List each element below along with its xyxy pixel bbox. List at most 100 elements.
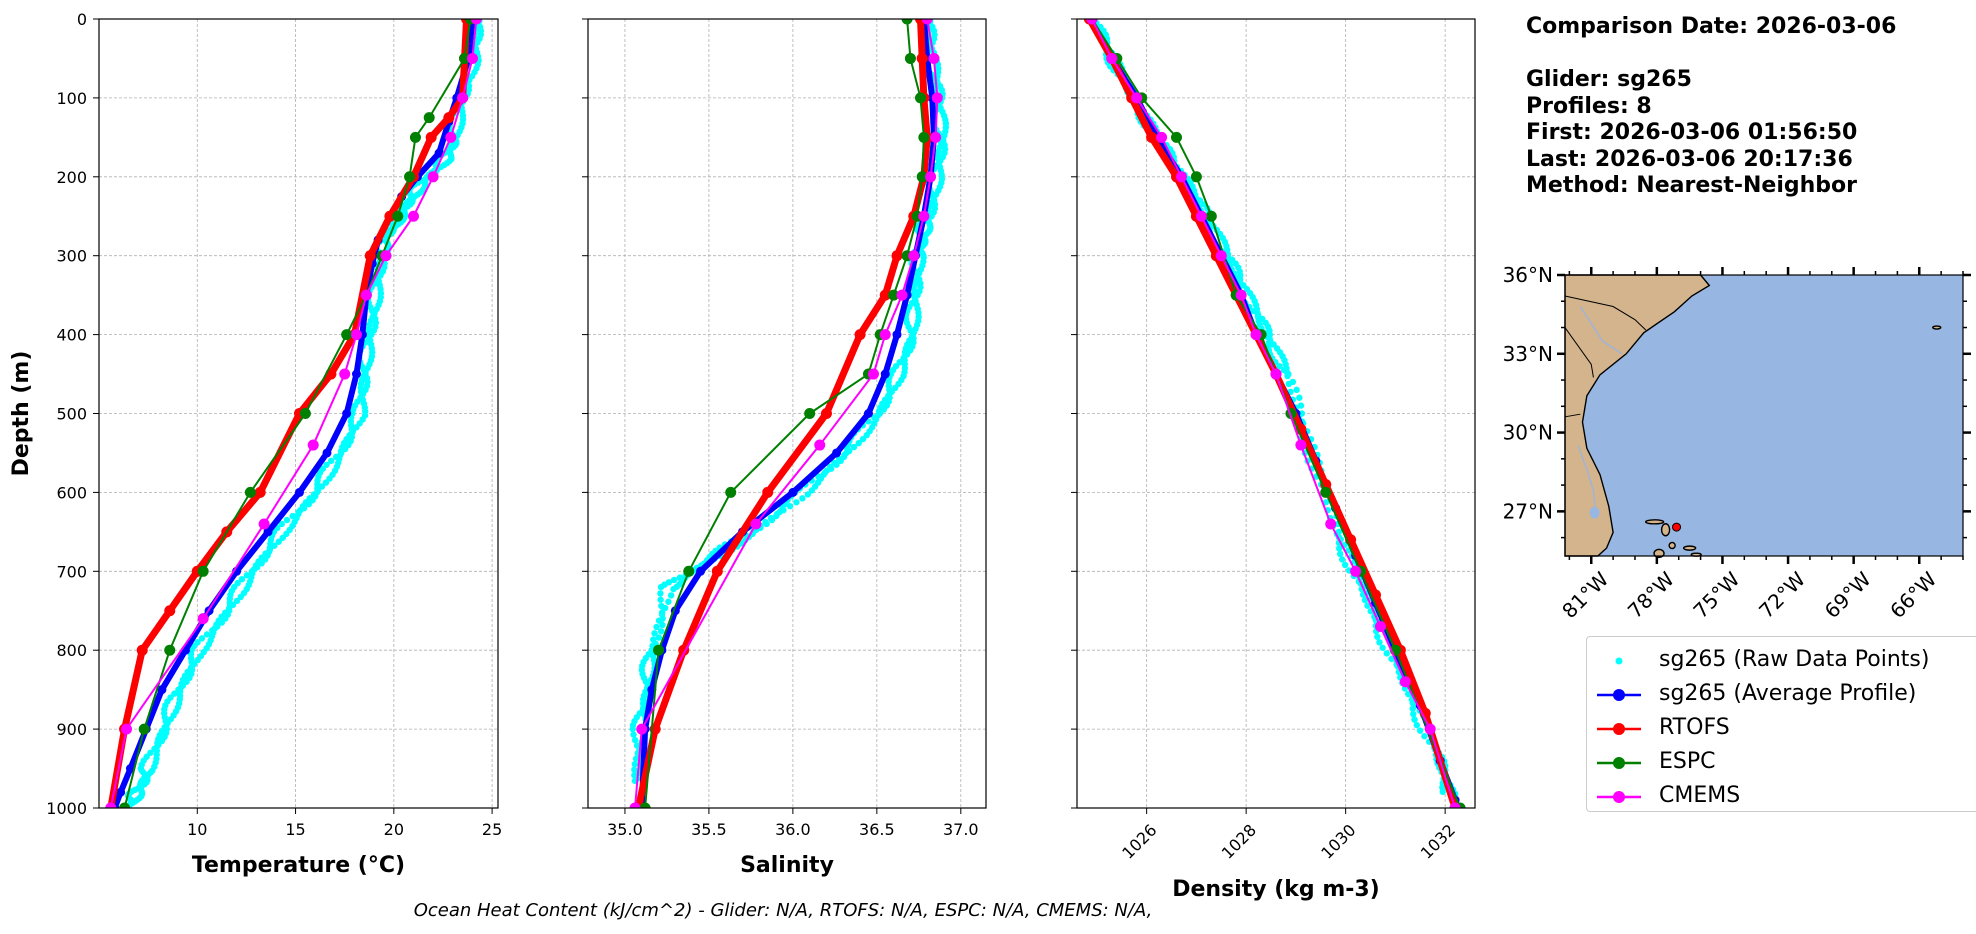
raw-data-point — [327, 457, 335, 465]
series-point — [409, 131, 421, 143]
x-tick-label: 36.0 — [775, 820, 811, 839]
raw-data-point — [233, 597, 241, 605]
series-point — [136, 644, 148, 656]
series-line — [638, 19, 937, 808]
raw-data-point — [1297, 402, 1305, 409]
lon-label: 72°W — [1754, 567, 1810, 623]
series-point — [307, 439, 319, 451]
series-point — [1295, 439, 1307, 451]
raw-data-point — [1284, 372, 1291, 380]
y-tick-label: 600 — [56, 483, 87, 502]
series-point — [918, 131, 930, 143]
raw-data-point — [218, 619, 225, 626]
raw-data-point — [1335, 545, 1343, 552]
location-map: 36°N 33°N 30°N 27°N 81°W 78°W 75°W 72°W 69°W 66°W — [1503, 263, 1971, 623]
series-point — [908, 250, 920, 262]
legend-item-raw: sg265 (Raw Data Points) — [1587, 643, 1976, 677]
series-point — [466, 52, 478, 64]
series-point — [263, 527, 273, 537]
legend-marker-cmems — [1597, 791, 1641, 803]
series-point — [407, 210, 419, 222]
series-cmems — [629, 19, 943, 808]
series-point — [904, 52, 916, 64]
raw-data-point — [1409, 705, 1416, 712]
y-tick-label: 300 — [56, 247, 87, 266]
raw-data-point — [1322, 499, 1330, 506]
series-point — [157, 685, 167, 695]
first-time: First: 2026-03-06 01:56:50 — [1526, 120, 1858, 145]
series-point — [931, 92, 943, 104]
state-boundary — [1564, 413, 1581, 418]
legend-marker-rtofs — [1597, 723, 1641, 735]
series-point — [1205, 210, 1217, 222]
last-time: Last: 2026-03-06 20:17:36 — [1526, 146, 1853, 172]
x-tick-label: 20 — [384, 820, 404, 839]
series-point — [1250, 329, 1262, 341]
series-point — [116, 787, 126, 797]
series-point — [427, 171, 439, 183]
series-point — [901, 19, 913, 25]
series-point — [1449, 802, 1461, 808]
series-point — [820, 408, 832, 419]
legend-marker-raw — [1615, 657, 1623, 665]
series-point — [445, 131, 457, 143]
series-point — [164, 605, 176, 617]
series-point — [105, 802, 117, 808]
series-point — [814, 439, 826, 451]
legend: sg265 (Raw Data Points) sg265 (Average P… — [1586, 636, 1976, 812]
y-tick-label: 800 — [56, 641, 87, 660]
x-axis-label: Salinity — [740, 853, 834, 878]
raw-data-point — [768, 516, 776, 524]
series-point — [380, 250, 392, 262]
legend-marker-espc — [1597, 757, 1641, 769]
raw-data-point — [1410, 710, 1417, 718]
x-axis-label: Temperature (°C) — [192, 853, 405, 878]
raw-data-point — [1383, 650, 1390, 657]
series-point — [750, 518, 762, 530]
raw-data-point — [1276, 362, 1283, 370]
raw-data-point — [629, 725, 636, 733]
legend-label: ESPC — [1659, 749, 1716, 774]
series-point — [1235, 289, 1247, 301]
lon-label: 69°W — [1820, 567, 1876, 623]
raw-data-point — [1296, 394, 1303, 401]
raw-data-point — [665, 598, 672, 605]
series-point — [854, 329, 866, 341]
legend-label: sg265 (Raw Data Points) — [1659, 647, 1930, 672]
series-point — [244, 486, 256, 498]
raw-data-point — [657, 583, 665, 591]
series-point — [425, 131, 437, 143]
raw-data-point — [631, 761, 639, 768]
raw-data-point — [1379, 644, 1386, 652]
lon-label: 66°W — [1885, 567, 1941, 623]
lat-label: 33°N — [1503, 342, 1553, 366]
series-point — [1106, 52, 1118, 64]
series-point — [636, 723, 648, 735]
series-point — [918, 210, 930, 222]
island — [1660, 523, 1671, 537]
series-point — [725, 486, 737, 498]
series-point — [711, 565, 723, 577]
raw-data-point — [799, 495, 806, 502]
raw-data-point — [786, 503, 794, 510]
series-cmems — [1086, 19, 1461, 808]
series-point — [879, 329, 891, 341]
state-boundary — [1564, 327, 1594, 378]
raw-data-point — [808, 487, 816, 494]
series-cmems — [105, 19, 482, 808]
series-point — [762, 486, 774, 498]
series-line — [634, 19, 939, 808]
y-axis-label: Depth (m) — [9, 351, 34, 477]
series-point — [1146, 131, 1158, 143]
raw-data-point — [653, 623, 660, 631]
method: Method: Nearest-Neighbor — [1526, 173, 1857, 198]
raw-data-point — [305, 501, 312, 508]
lat-label: 36°N — [1503, 263, 1553, 287]
profile-count: Profiles: 8 — [1526, 93, 1652, 119]
raw-data-point — [659, 621, 666, 629]
raw-data-point — [657, 596, 664, 603]
series-point — [1086, 19, 1098, 25]
series-point — [1215, 250, 1227, 262]
x-tick-label: 10 — [187, 820, 207, 839]
legend-label: sg265 (Average Profile) — [1659, 681, 1917, 706]
